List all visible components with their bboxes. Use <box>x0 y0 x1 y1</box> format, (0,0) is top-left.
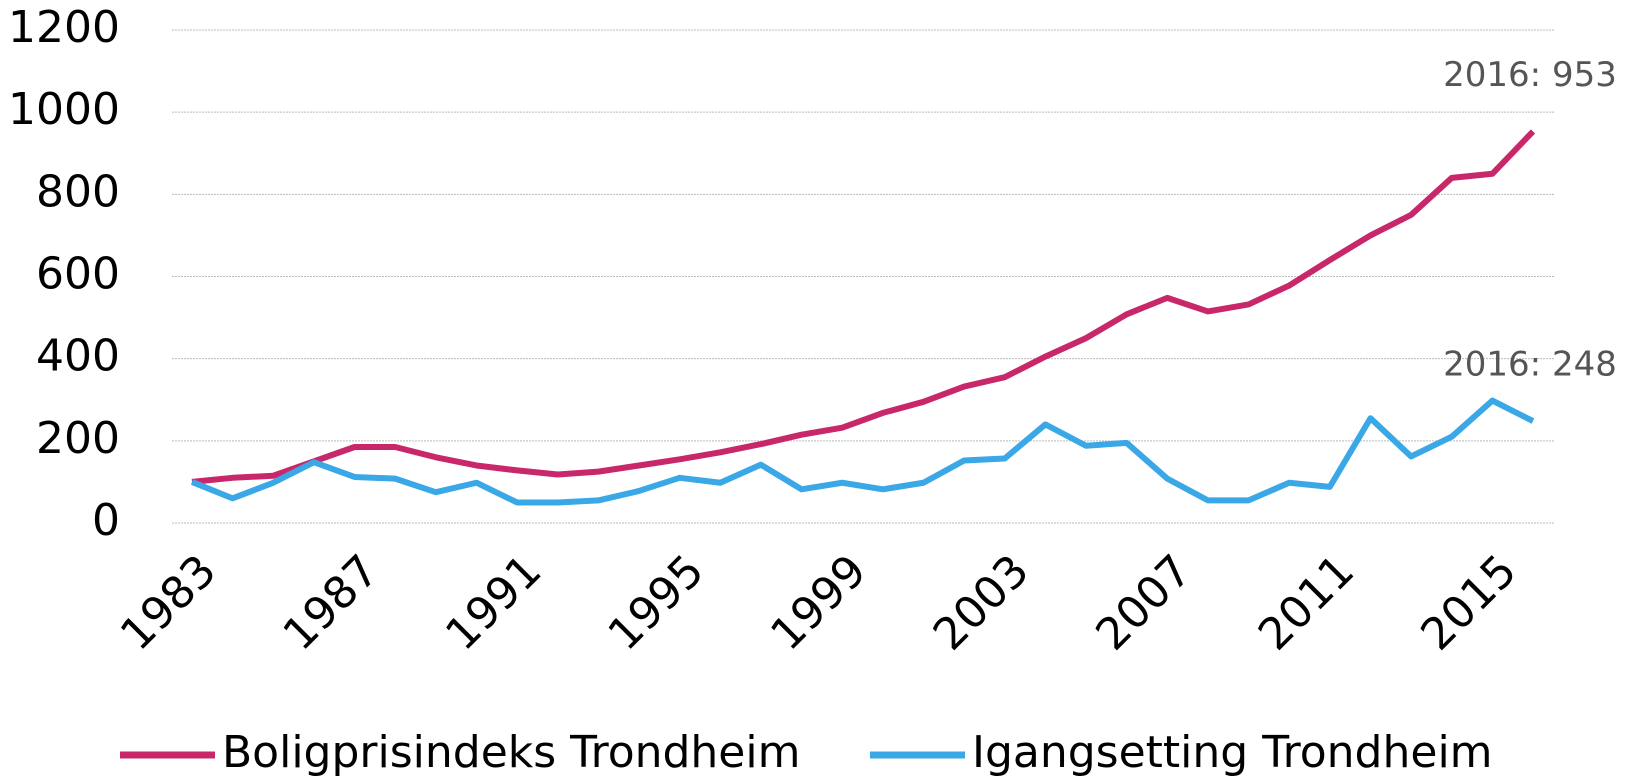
x-tick-label: 1991 <box>436 545 551 660</box>
y-tick-label: 200 <box>36 413 120 464</box>
y-tick-label: 800 <box>36 166 120 217</box>
x-tick-label: 2003 <box>924 545 1039 660</box>
y-tick-label: 400 <box>36 331 120 382</box>
y-tick-label: 1000 <box>8 84 120 135</box>
legend-label: Igangsetting Trondheim <box>972 727 1493 778</box>
annotation: 2016: 953 <box>1443 55 1617 95</box>
y-tick-label: 1200 <box>8 2 120 53</box>
x-tick-label: 1999 <box>761 545 876 660</box>
x-tick-label: 2011 <box>1249 545 1364 660</box>
x-tick-label: 2007 <box>1086 545 1201 660</box>
x-tick-label: 2015 <box>1411 545 1526 660</box>
y-tick-label: 0 <box>92 495 120 546</box>
x-tick-label: 1987 <box>274 545 389 660</box>
legend-label: Boligprisindeks Trondheim <box>222 727 800 778</box>
y-tick-label: 600 <box>36 249 120 300</box>
annotation: 2016: 248 <box>1443 345 1617 385</box>
x-tick-label: 1983 <box>111 545 226 660</box>
series-line <box>191 129 1536 485</box>
x-tick-label: 1995 <box>599 545 714 660</box>
series-line <box>190 397 1535 506</box>
